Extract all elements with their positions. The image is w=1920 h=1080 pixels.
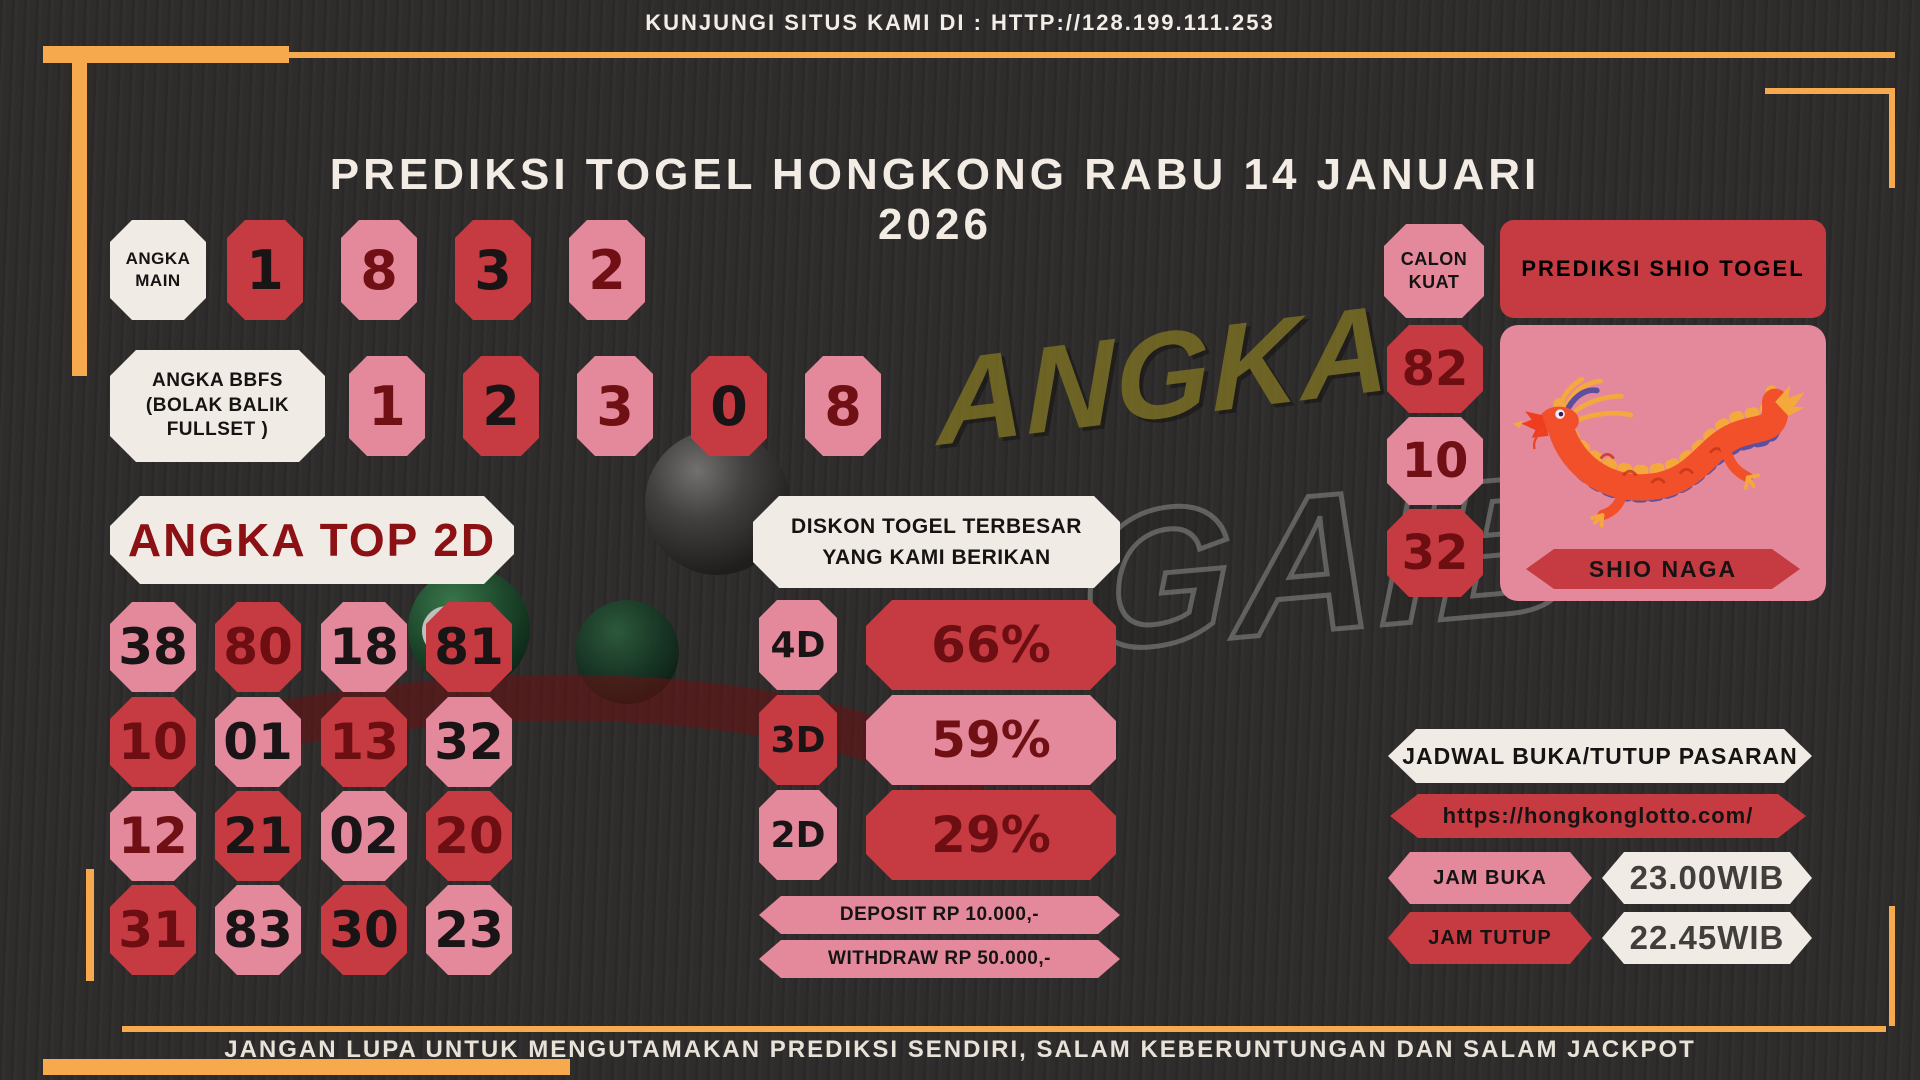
diskon-3d-label: 3D	[759, 695, 837, 785]
angka-bbfs-number-tile: 8	[805, 356, 881, 456]
top2d-cell: 01	[215, 697, 301, 787]
dragon-icon	[1512, 376, 1805, 528]
diskon-2d-value: 29%	[866, 790, 1116, 880]
top2d-cell: 18	[321, 602, 407, 692]
jam-buka-label: JAM BUKA	[1388, 852, 1592, 904]
angka-main-label: ANGKA MAIN	[110, 220, 206, 320]
frame-top-line	[150, 52, 1895, 58]
angka-main-number-tile: 8	[341, 220, 417, 320]
calon-kuat-label: CALON KUAT	[1384, 224, 1484, 318]
calon-kuat-number: 32	[1387, 509, 1483, 597]
angka-main-label-line1: ANGKA	[125, 248, 191, 268]
top2d-cell: 10	[110, 697, 196, 787]
diskon-2d-label: 2D	[759, 790, 837, 880]
jam-buka-value: 23.00WIB	[1602, 852, 1812, 904]
top2d-cell: 23	[426, 885, 512, 975]
diskon-header-line1: DISKON TOGEL TERBESAR	[791, 514, 1082, 538]
angka-bbfs-number-tile: 2	[463, 356, 539, 456]
angka-main-number-tile: 1	[227, 220, 303, 320]
top2d-cell: 21	[215, 791, 301, 881]
top2d-cell: 80	[215, 602, 301, 692]
jam-tutup-label: JAM TUTUP	[1388, 912, 1592, 964]
frame-top-right-vertical	[1889, 88, 1895, 188]
calon-kuat-line1: CALON	[1400, 248, 1468, 269]
angka-bbfs-number-tile: 3	[577, 356, 653, 456]
jam-tutup-value: 22.45WIB	[1602, 912, 1812, 964]
angka-main-number-tile: 2	[569, 220, 645, 320]
calon-kuat-number: 82	[1387, 325, 1483, 413]
page-title: PREDIKSI TOGEL HONGKONG RABU 14 JANUARI …	[329, 150, 1541, 249]
angka-bbfs-label-line1: ANGKA BBFS	[152, 369, 283, 391]
top2d-cell: 83	[215, 885, 301, 975]
calon-kuat-number: 10	[1387, 417, 1483, 505]
diskon-4d-value: 66%	[866, 600, 1116, 690]
diskon-3d-value: 59%	[866, 695, 1116, 785]
angka-bbfs-label-line3: FULLSET )	[166, 419, 269, 441]
angka-main-label-line2: MAIN	[135, 271, 181, 290]
frame-left-vertical-top	[72, 46, 87, 376]
top2d-cell: 02	[321, 791, 407, 881]
angka-main-number-tile: 3	[455, 220, 531, 320]
top2d-cell: 32	[426, 697, 512, 787]
top2d-cell: 13	[321, 697, 407, 787]
frame-top-right-horizontal	[1765, 88, 1895, 94]
frame-bottom-line	[122, 1026, 1886, 1032]
calon-kuat-line2: KUAT	[1408, 272, 1460, 292]
shio-name-banner: SHIO NAGA	[1526, 549, 1800, 589]
frame-bottom-left-bar	[43, 1059, 570, 1075]
withdraw-banner: WITHDRAW RP 50.000,-	[759, 940, 1120, 978]
top2d-cell: 81	[426, 602, 512, 692]
angka-bbfs-number-tile: 0	[691, 356, 767, 456]
angka-bbfs-number-tile: 1	[349, 356, 425, 456]
footer-message: JANGAN LUPA UNTUK MENGUTAMAKAN PREDIKSI …	[224, 1036, 1696, 1063]
jadwal-header: JADWAL BUKA/TUTUP PASARAN	[1388, 729, 1812, 783]
angka-top-2d-header: ANGKA TOP 2D	[110, 496, 514, 584]
angka-bbfs-label-line2: (BOLAK BALIK	[145, 394, 290, 416]
site-url-banner: KUNJUNGI SITUS KAMI DI : HTTP://128.199.…	[645, 10, 1275, 35]
diskon-header: DISKON TOGEL TERBESAR YANG KAMI BERIKAN	[753, 496, 1120, 588]
deposit-banner: DEPOSIT RP 10.000,-	[759, 896, 1120, 934]
top2d-cell: 20	[426, 791, 512, 881]
shio-header: PREDIKSI SHIO TOGEL	[1500, 220, 1826, 318]
shio-panel: SHIO NAGA	[1500, 325, 1826, 601]
frame-bottom-right-vertical	[1889, 906, 1895, 1026]
angka-bbfs-label: ANGKA BBFS (BOLAK BALIK FULLSET )	[110, 350, 325, 462]
frame-left-vertical-bottom	[86, 869, 94, 981]
market-url-link[interactable]: https://hongkonglotto.com/	[1390, 794, 1806, 838]
top2d-cell: 12	[110, 791, 196, 881]
diskon-4d-label: 4D	[759, 600, 837, 690]
diskon-header-line2: YANG KAMI BERIKAN	[822, 546, 1051, 569]
top2d-cell: 38	[110, 602, 196, 692]
top2d-cell: 31	[110, 885, 196, 975]
top2d-cell: 30	[321, 885, 407, 975]
